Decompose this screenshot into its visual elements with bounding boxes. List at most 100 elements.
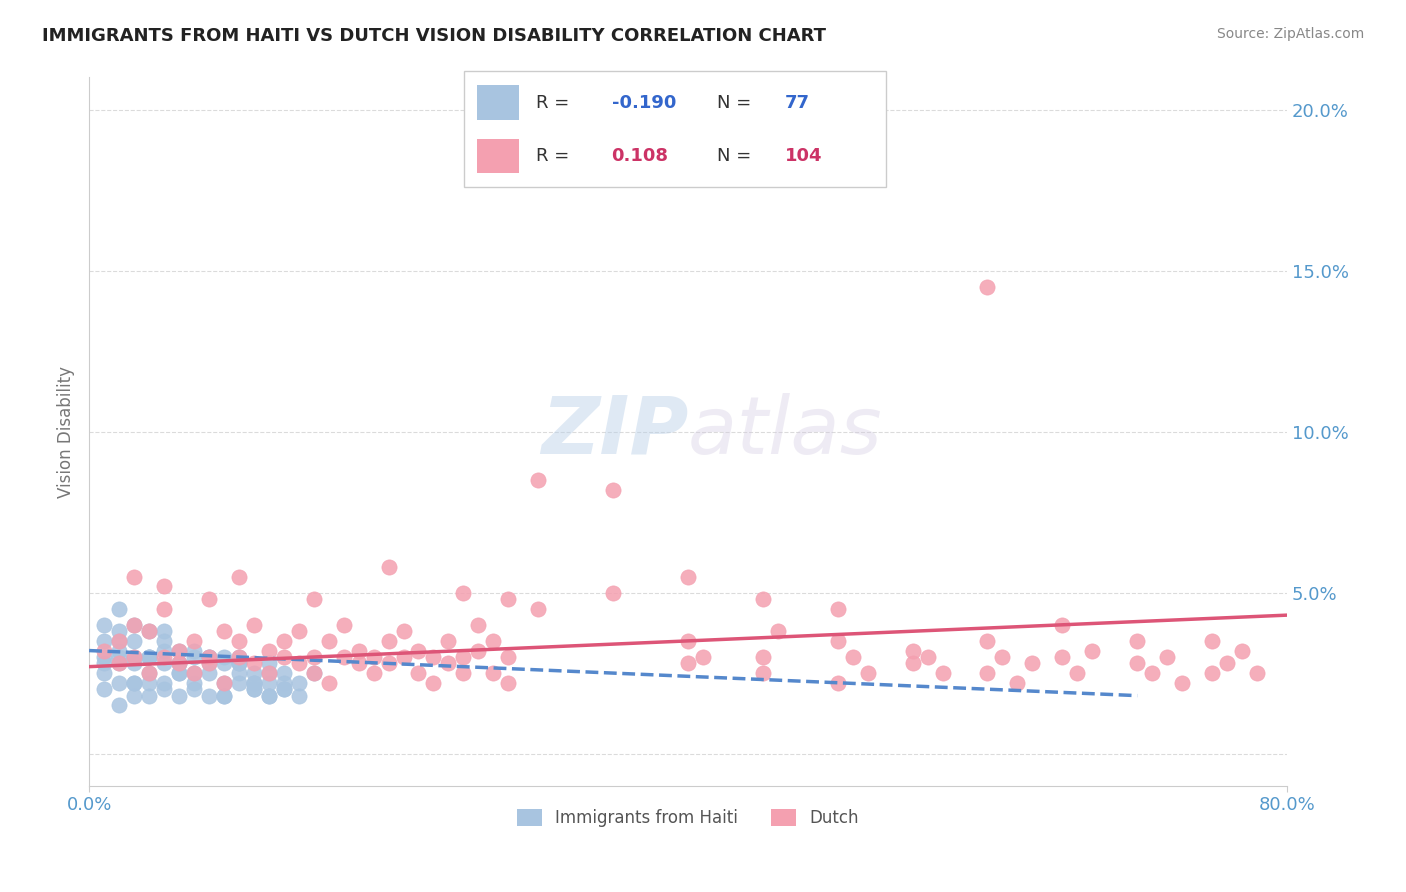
Y-axis label: Vision Disability: Vision Disability (58, 366, 75, 498)
Point (482, 666, 505, 681)
Point (318, 633, 340, 648)
Point (138, 675, 160, 690)
Point (167, 643, 190, 657)
Point (228, 657, 250, 671)
Point (287, 675, 309, 690)
Point (93, 617, 115, 632)
Point (752, 666, 775, 681)
Point (108, 633, 131, 648)
Point (122, 675, 145, 690)
Point (212, 657, 235, 671)
Point (827, 675, 849, 690)
Point (167, 657, 190, 671)
Point (347, 657, 370, 671)
Point (302, 666, 325, 681)
Point (1246, 666, 1268, 681)
Point (93, 643, 115, 657)
Point (257, 675, 280, 690)
Point (1140, 666, 1163, 681)
Point (138, 666, 160, 681)
Point (167, 666, 190, 681)
Point (138, 624, 160, 639)
Point (93, 666, 115, 681)
Point (392, 624, 415, 639)
Point (183, 666, 205, 681)
Point (257, 643, 280, 657)
Point (901, 643, 924, 657)
Point (153, 657, 176, 671)
Point (122, 650, 145, 665)
Point (153, 601, 176, 615)
Point (1216, 657, 1239, 671)
Point (287, 689, 309, 703)
Point (377, 559, 399, 574)
Text: Source: ZipAtlas.com: Source: ZipAtlas.com (1216, 27, 1364, 41)
Text: 104: 104 (785, 147, 823, 165)
Point (257, 689, 280, 703)
Legend: Immigrants from Haiti, Dutch: Immigrants from Haiti, Dutch (510, 803, 866, 834)
Text: N =: N = (717, 94, 756, 112)
Point (228, 657, 250, 671)
Point (676, 569, 699, 583)
FancyBboxPatch shape (477, 138, 519, 173)
Point (273, 666, 295, 681)
Point (498, 675, 520, 690)
Point (976, 633, 998, 648)
Point (453, 666, 475, 681)
Point (138, 650, 160, 665)
Point (242, 657, 264, 671)
Point (752, 650, 775, 665)
Point (377, 633, 399, 648)
Point (93, 657, 115, 671)
Point (198, 666, 221, 681)
Point (122, 569, 145, 583)
Point (1081, 643, 1104, 657)
Point (108, 643, 131, 657)
Point (1052, 650, 1074, 665)
Point (363, 650, 385, 665)
Point (183, 675, 205, 690)
Point (437, 633, 460, 648)
Point (1201, 633, 1223, 648)
Point (377, 657, 399, 671)
Point (212, 689, 235, 703)
Point (212, 675, 235, 690)
Point (257, 689, 280, 703)
Point (242, 666, 264, 681)
Point (228, 569, 250, 583)
Point (422, 650, 444, 665)
Point (242, 675, 264, 690)
FancyBboxPatch shape (464, 71, 886, 187)
Point (1052, 617, 1074, 632)
Point (198, 592, 221, 607)
Point (273, 682, 295, 697)
Point (273, 682, 295, 697)
Point (257, 666, 280, 681)
Point (827, 633, 849, 648)
Point (167, 689, 190, 703)
Point (498, 650, 520, 665)
Point (228, 650, 250, 665)
Point (273, 675, 295, 690)
Point (122, 617, 145, 632)
Point (453, 650, 475, 665)
Point (153, 579, 176, 593)
Point (527, 601, 550, 615)
Point (228, 666, 250, 681)
Text: R =: R = (536, 94, 575, 112)
Point (332, 617, 354, 632)
Point (138, 689, 160, 703)
Point (332, 650, 354, 665)
Point (437, 657, 460, 671)
Point (273, 650, 295, 665)
Point (976, 666, 998, 681)
Point (1201, 666, 1223, 681)
Point (453, 585, 475, 599)
Point (153, 624, 176, 639)
Point (212, 689, 235, 703)
Point (931, 666, 953, 681)
Point (1021, 657, 1043, 671)
Point (228, 633, 250, 648)
Point (991, 650, 1014, 665)
Point (93, 633, 115, 648)
